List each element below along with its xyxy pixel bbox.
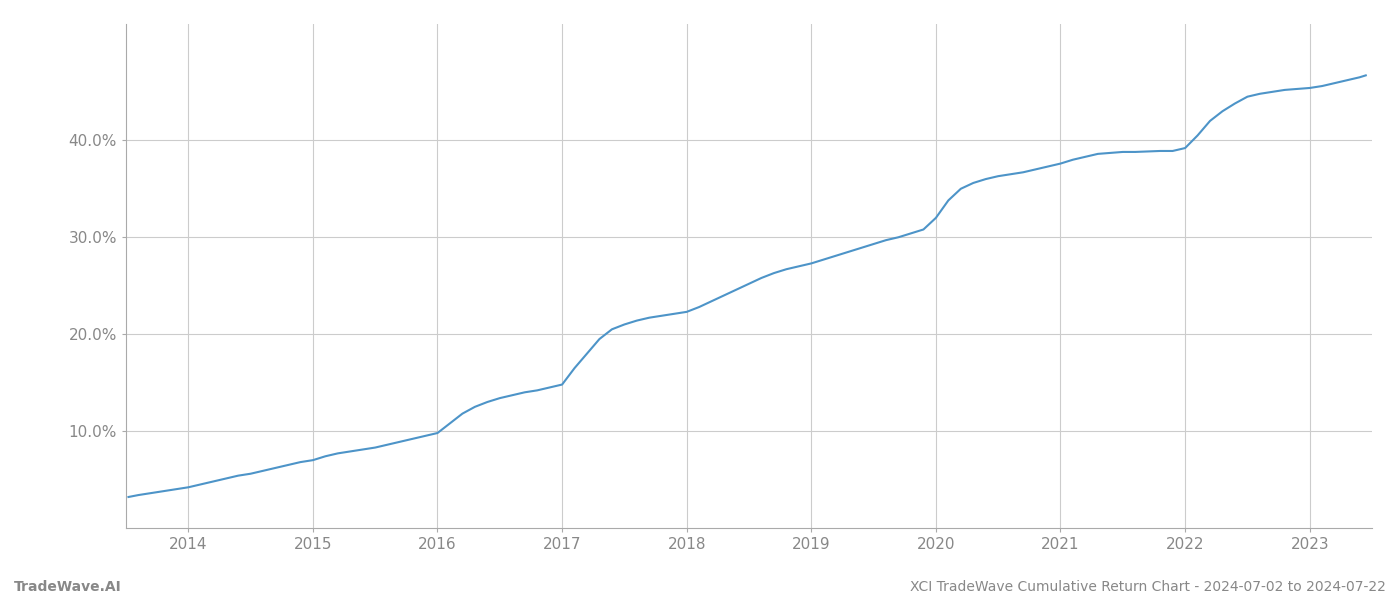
- Text: XCI TradeWave Cumulative Return Chart - 2024-07-02 to 2024-07-22: XCI TradeWave Cumulative Return Chart - …: [910, 580, 1386, 594]
- Text: TradeWave.AI: TradeWave.AI: [14, 580, 122, 594]
